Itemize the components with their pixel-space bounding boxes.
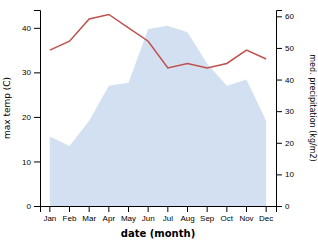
x-tick-mark	[108, 206, 109, 212]
y-axis-title: max temp (C)	[2, 77, 12, 139]
x-tick-mark	[187, 206, 188, 212]
x-tick-mark	[148, 206, 149, 212]
y2-axis-title: med. precipitation (kg/m2)	[308, 54, 317, 161]
x-tick-label: Nov	[239, 214, 253, 223]
x-tick: Jun	[142, 206, 155, 223]
y2-tick: 30	[276, 107, 294, 116]
y2-tick-label: 20	[285, 139, 294, 148]
y-tick-mark	[34, 28, 40, 29]
y-tick-mark	[34, 72, 40, 73]
y2-tick: 40	[276, 76, 294, 85]
x-tick-mark	[89, 206, 90, 212]
x-tick-label: Dec	[259, 214, 273, 223]
x-tick: Aug	[180, 206, 194, 223]
x-tick: Mar	[82, 206, 96, 223]
y-tick-label: 0	[27, 202, 32, 211]
x-axis-title: date (month)	[121, 228, 195, 239]
y2-tick-mark	[276, 16, 282, 17]
x-tick-label: Jan	[43, 214, 56, 223]
x-tick-mark	[207, 206, 208, 212]
x-tick-mark	[246, 206, 247, 212]
y2-axis: 0 10 20 30 40 50 60	[276, 11, 294, 212]
x-axis: Jan Feb Mar Apr May Jun Jul Aug Sep Oct Nov Dec	[41, 206, 277, 223]
y-tick-label: 20	[22, 113, 31, 122]
x-tick-mark	[69, 206, 70, 212]
y2-tick-label: 30	[285, 107, 294, 116]
y2-tick-mark	[276, 206, 282, 207]
y-axis: 0 10 20 30 40	[22, 11, 40, 212]
y-tick-mark	[34, 206, 40, 207]
x-tick: Jan	[43, 206, 56, 223]
x-tick: May	[121, 206, 136, 223]
y2-tick-label: 0	[285, 202, 290, 211]
x-tick-label: Jun	[142, 214, 155, 223]
y-tick: 30	[22, 68, 40, 77]
y-tick-label: 30	[22, 68, 31, 77]
x-tick: Feb	[63, 206, 77, 223]
y-tick-mark	[34, 161, 40, 162]
y-tick: 20	[22, 113, 40, 122]
axis-line	[277, 11, 283, 207]
x-tick-label: Mar	[82, 214, 96, 223]
x-tick: Sep	[200, 206, 215, 223]
x-tick: Jul	[163, 206, 173, 223]
x-tick-mark	[128, 206, 129, 212]
y2-tick-label: 60	[285, 12, 294, 21]
y2-tick-mark	[276, 174, 282, 175]
y2-tick-mark	[276, 111, 282, 112]
x-tick: Nov	[239, 206, 253, 223]
y2-tick-label: 50	[285, 44, 294, 53]
line	[50, 14, 266, 67]
x-tick-label: Aug	[180, 214, 194, 223]
x-tick-label: May	[121, 214, 136, 223]
x-tick-label: Feb	[63, 214, 77, 223]
x-tick: Oct	[221, 206, 234, 223]
chart: Jan Feb Mar Apr May Jun Jul Aug Sep Oct Nov Dec 0 10 2…	[0, 0, 318, 242]
x-tick-mark	[226, 206, 227, 212]
y-tick-mark	[34, 117, 40, 118]
x-tick: Apr	[103, 206, 116, 223]
x-tick: Dec	[259, 206, 273, 223]
y-tick: 40	[22, 24, 40, 33]
marks	[50, 14, 266, 206]
y2-tick-label: 10	[285, 170, 294, 179]
axis-line	[41, 207, 277, 213]
y2-tick: 10	[276, 170, 294, 179]
y-tick-label: 10	[22, 158, 31, 167]
y-tick: 0	[27, 202, 40, 211]
axis-line	[34, 11, 41, 207]
x-tick-label: Jul	[163, 214, 173, 223]
y2-tick-label: 40	[285, 76, 294, 85]
area	[50, 26, 266, 206]
x-tick-label: Sep	[200, 214, 215, 223]
y2-tick: 50	[276, 44, 294, 53]
y2-tick: 60	[276, 12, 294, 21]
plot: Jan Feb Mar Apr May Jun Jul Aug Sep Oct Nov Dec 0 10 2…	[22, 11, 294, 223]
y2-tick: 20	[276, 139, 294, 148]
x-tick-label: Apr	[103, 214, 116, 223]
y2-tick-mark	[276, 48, 282, 49]
y2-tick-mark	[276, 143, 282, 144]
x-tick-mark	[49, 206, 50, 212]
x-tick-label: Oct	[221, 214, 234, 223]
y-tick-label: 40	[22, 24, 31, 33]
y2-tick: 0	[276, 202, 290, 211]
x-tick-mark	[266, 206, 267, 212]
x-tick-mark	[167, 206, 168, 212]
y-tick: 10	[22, 158, 40, 167]
y2-tick-mark	[276, 80, 282, 81]
